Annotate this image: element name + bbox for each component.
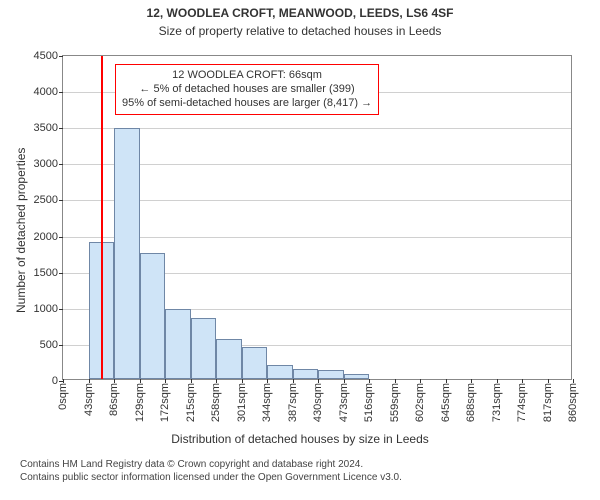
chart-title-line1: 12, WOODLEA CROFT, MEANWOOD, LEEDS, LS6 … [0, 6, 600, 20]
x-tick-label: 172sqm [159, 379, 171, 422]
x-tick-mark [267, 379, 268, 383]
x-tick-label: 774sqm [516, 379, 528, 422]
annotation-box: 12 WOODLEA CROFT: 66sqm← 5% of detached … [115, 64, 379, 115]
property-marker-line [101, 56, 103, 379]
x-tick-mark [318, 379, 319, 383]
footer-attribution: Contains HM Land Registry data © Crown c… [20, 458, 402, 484]
histogram-bar [140, 253, 166, 379]
histogram-bar [165, 309, 191, 379]
histogram-bar [293, 369, 319, 379]
histogram-bar [216, 339, 242, 379]
x-tick-mark [140, 379, 141, 383]
x-axis-label: Distribution of detached houses by size … [0, 432, 600, 446]
x-tick-label: 645sqm [440, 379, 452, 422]
x-tick-label: 387sqm [287, 379, 299, 422]
x-tick-mark [242, 379, 243, 383]
footer-line2: Contains public sector information licen… [20, 471, 402, 484]
x-tick-mark [63, 379, 64, 383]
x-tick-mark [344, 379, 345, 383]
x-tick-label: 602sqm [414, 379, 426, 422]
x-tick-label: 688sqm [465, 379, 477, 422]
x-tick-label: 817sqm [542, 379, 554, 422]
x-tick-label: 473sqm [338, 379, 350, 422]
x-tick-mark [522, 379, 523, 383]
x-tick-mark [548, 379, 549, 383]
x-tick-label: 258sqm [210, 379, 222, 422]
chart-container: 12, WOODLEA CROFT, MEANWOOD, LEEDS, LS6 … [0, 0, 600, 500]
x-tick-mark [471, 379, 472, 383]
x-tick-mark [395, 379, 396, 383]
x-tick-mark [446, 379, 447, 383]
x-tick-label: 215sqm [185, 379, 197, 422]
histogram-bar [318, 370, 344, 379]
y-tick-mark [59, 164, 63, 165]
histogram-bar [191, 318, 217, 379]
y-tick-mark [59, 273, 63, 274]
chart-title-line2: Size of property relative to detached ho… [0, 24, 600, 38]
x-tick-mark [191, 379, 192, 383]
y-axis-label: Number of detached properties [14, 147, 28, 312]
x-tick-label: 301sqm [236, 379, 248, 422]
x-tick-label: 516sqm [363, 379, 375, 422]
y-tick-mark [59, 56, 63, 57]
x-tick-label: 344sqm [261, 379, 273, 422]
x-tick-mark [293, 379, 294, 383]
y-tick-mark [59, 92, 63, 93]
footer-line1: Contains HM Land Registry data © Crown c… [20, 458, 402, 471]
x-tick-label: 129sqm [134, 379, 146, 422]
x-tick-mark [497, 379, 498, 383]
x-tick-mark [89, 379, 90, 383]
histogram-bar [242, 347, 268, 379]
histogram-bar [344, 374, 370, 379]
x-tick-label: 86sqm [108, 379, 120, 416]
y-tick-mark [59, 237, 63, 238]
x-tick-label: 860sqm [567, 379, 579, 422]
y-tick-mark [59, 128, 63, 129]
y-tick-mark [59, 309, 63, 310]
x-tick-mark [165, 379, 166, 383]
histogram-bar [114, 128, 140, 379]
x-tick-mark [216, 379, 217, 383]
annotation-line3: 95% of semi-detached houses are larger (… [122, 97, 372, 111]
annotation-line2: ← 5% of detached houses are smaller (399… [122, 83, 372, 97]
y-tick-mark [59, 345, 63, 346]
x-tick-label: 43sqm [83, 379, 95, 416]
x-tick-mark [420, 379, 421, 383]
x-tick-label: 559sqm [389, 379, 401, 422]
annotation-line1: 12 WOODLEA CROFT: 66sqm [122, 69, 372, 83]
x-tick-mark [573, 379, 574, 383]
x-tick-label: 430sqm [312, 379, 324, 422]
plot-area: 0500100015002000250030003500400045000sqm… [62, 55, 572, 380]
x-tick-label: 0sqm [57, 379, 69, 410]
x-tick-mark [114, 379, 115, 383]
x-tick-mark [369, 379, 370, 383]
histogram-bar [267, 365, 293, 379]
y-tick-mark [59, 200, 63, 201]
x-tick-label: 731sqm [491, 379, 503, 422]
